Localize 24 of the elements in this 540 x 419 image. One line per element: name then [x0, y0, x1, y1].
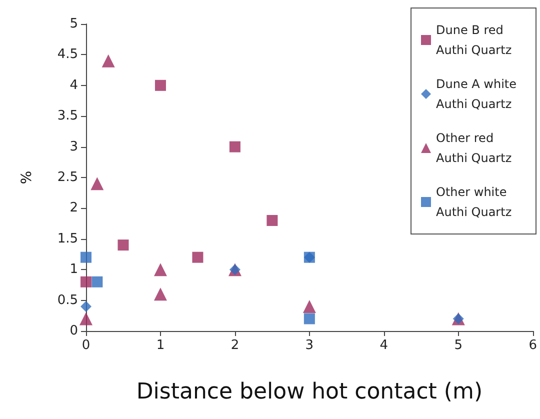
y-tick-label: 0.5 — [57, 292, 78, 308]
legend-label: Other white Authi Quartz — [436, 185, 512, 219]
legend-label: Dune A white Authi Quartz — [436, 77, 520, 111]
y-tick-label: 0 — [70, 324, 78, 338]
legend-label: Dune B red Authi Quartz — [436, 23, 512, 57]
x-tick-label: 5 — [454, 338, 463, 353]
y-tick-label: 4 — [70, 78, 78, 93]
x-axis-title: Distance below hot contact (m) — [136, 380, 483, 404]
x-tick-label: 3 — [305, 338, 314, 353]
x-tick-label: 6 — [528, 338, 538, 353]
y-tick-label: 2 — [70, 200, 78, 216]
y-tick-label: 4.5 — [57, 47, 78, 62]
legend-label: Other red Authi Quartz — [436, 131, 512, 165]
y-tick-label: 1.5 — [57, 231, 78, 246]
x-tick-label: 1 — [156, 338, 165, 353]
x-tick-label: 0 — [82, 338, 90, 353]
y-tick-label: 3.5 — [57, 108, 78, 124]
y-tick-label: 3 — [70, 139, 78, 154]
y-tick-label: 2.5 — [57, 170, 78, 185]
x-tick-label: 2 — [230, 338, 240, 353]
y-axis-title: % — [19, 170, 35, 184]
y-tick-label: 1 — [70, 262, 78, 278]
x-tick-label: 4 — [380, 338, 388, 353]
y-tick-label: 5 — [70, 16, 78, 32]
